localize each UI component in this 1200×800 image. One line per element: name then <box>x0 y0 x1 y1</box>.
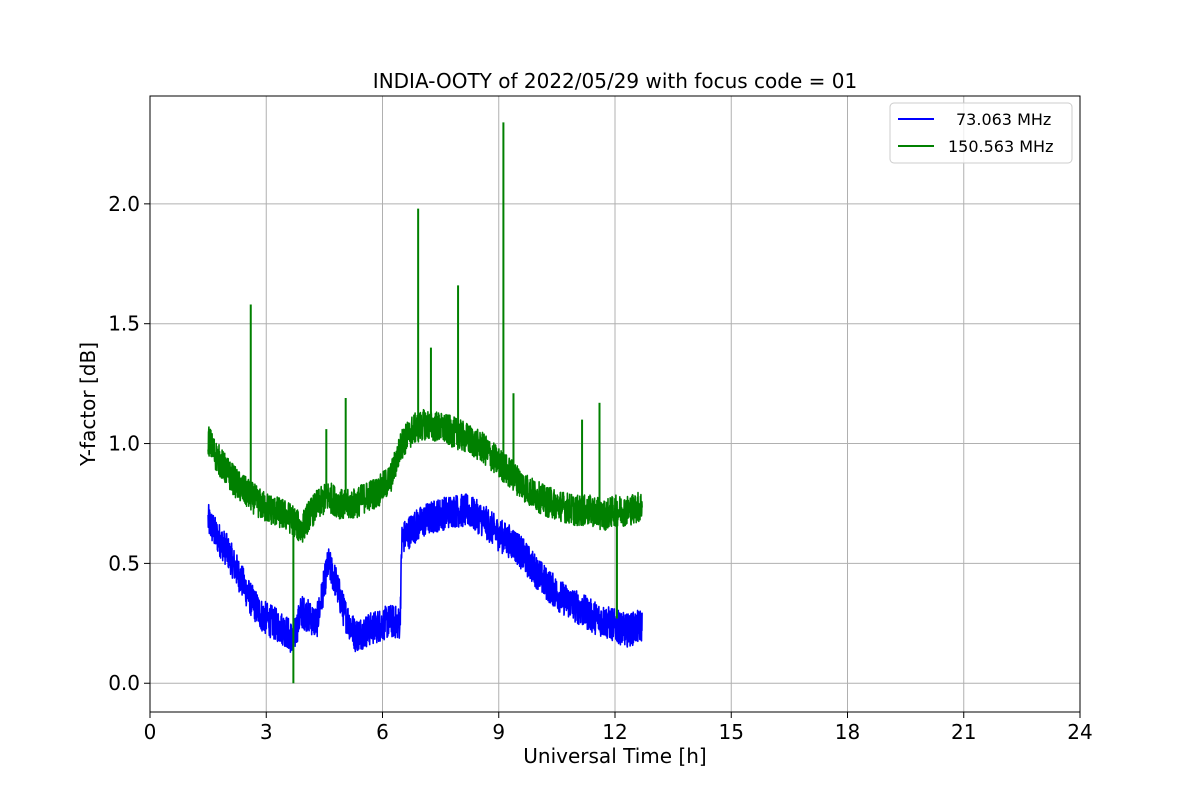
x-tick-label: 24 <box>1067 720 1092 744</box>
y-tick-label: 0.5 <box>108 551 140 575</box>
x-tick-label: 12 <box>602 720 627 744</box>
y-tick-label: 1.5 <box>108 312 140 336</box>
x-tick-label: 6 <box>376 720 389 744</box>
series-line-1 <box>207 408 643 543</box>
x-axis-label: Universal Time [h] <box>523 744 706 768</box>
legend-label-73mhz: 73.063 MHz <box>956 110 1051 129</box>
x-tick-label: 9 <box>492 720 505 744</box>
x-tick-label: 0 <box>144 720 157 744</box>
axis-ticks: 0 3 6 9 12 15 18 21 24 0.0 0.5 1.0 1.5 2.0 <box>108 192 1093 744</box>
x-tick-label: 15 <box>719 720 744 744</box>
series-line-0 <box>207 493 643 653</box>
y-axis-label: Y-factor [dB] <box>76 342 100 467</box>
x-tick-label: 3 <box>260 720 273 744</box>
y-tick-label: 2.0 <box>108 192 140 216</box>
x-tick-label: 18 <box>835 720 860 744</box>
legend-box <box>889 102 1073 164</box>
y-tick-label: 1.0 <box>108 432 140 456</box>
chart-title: INDIA-OOTY of 2022/05/29 with focus code… <box>373 69 857 93</box>
x-tick-label: 21 <box>951 720 976 744</box>
data-series <box>207 122 643 684</box>
y-tick-label: 0.0 <box>108 671 140 695</box>
legend-label-150mhz: 150.563 MHz <box>948 137 1053 156</box>
legend: 73.063 MHz 150.563 MHz <box>889 102 1073 164</box>
